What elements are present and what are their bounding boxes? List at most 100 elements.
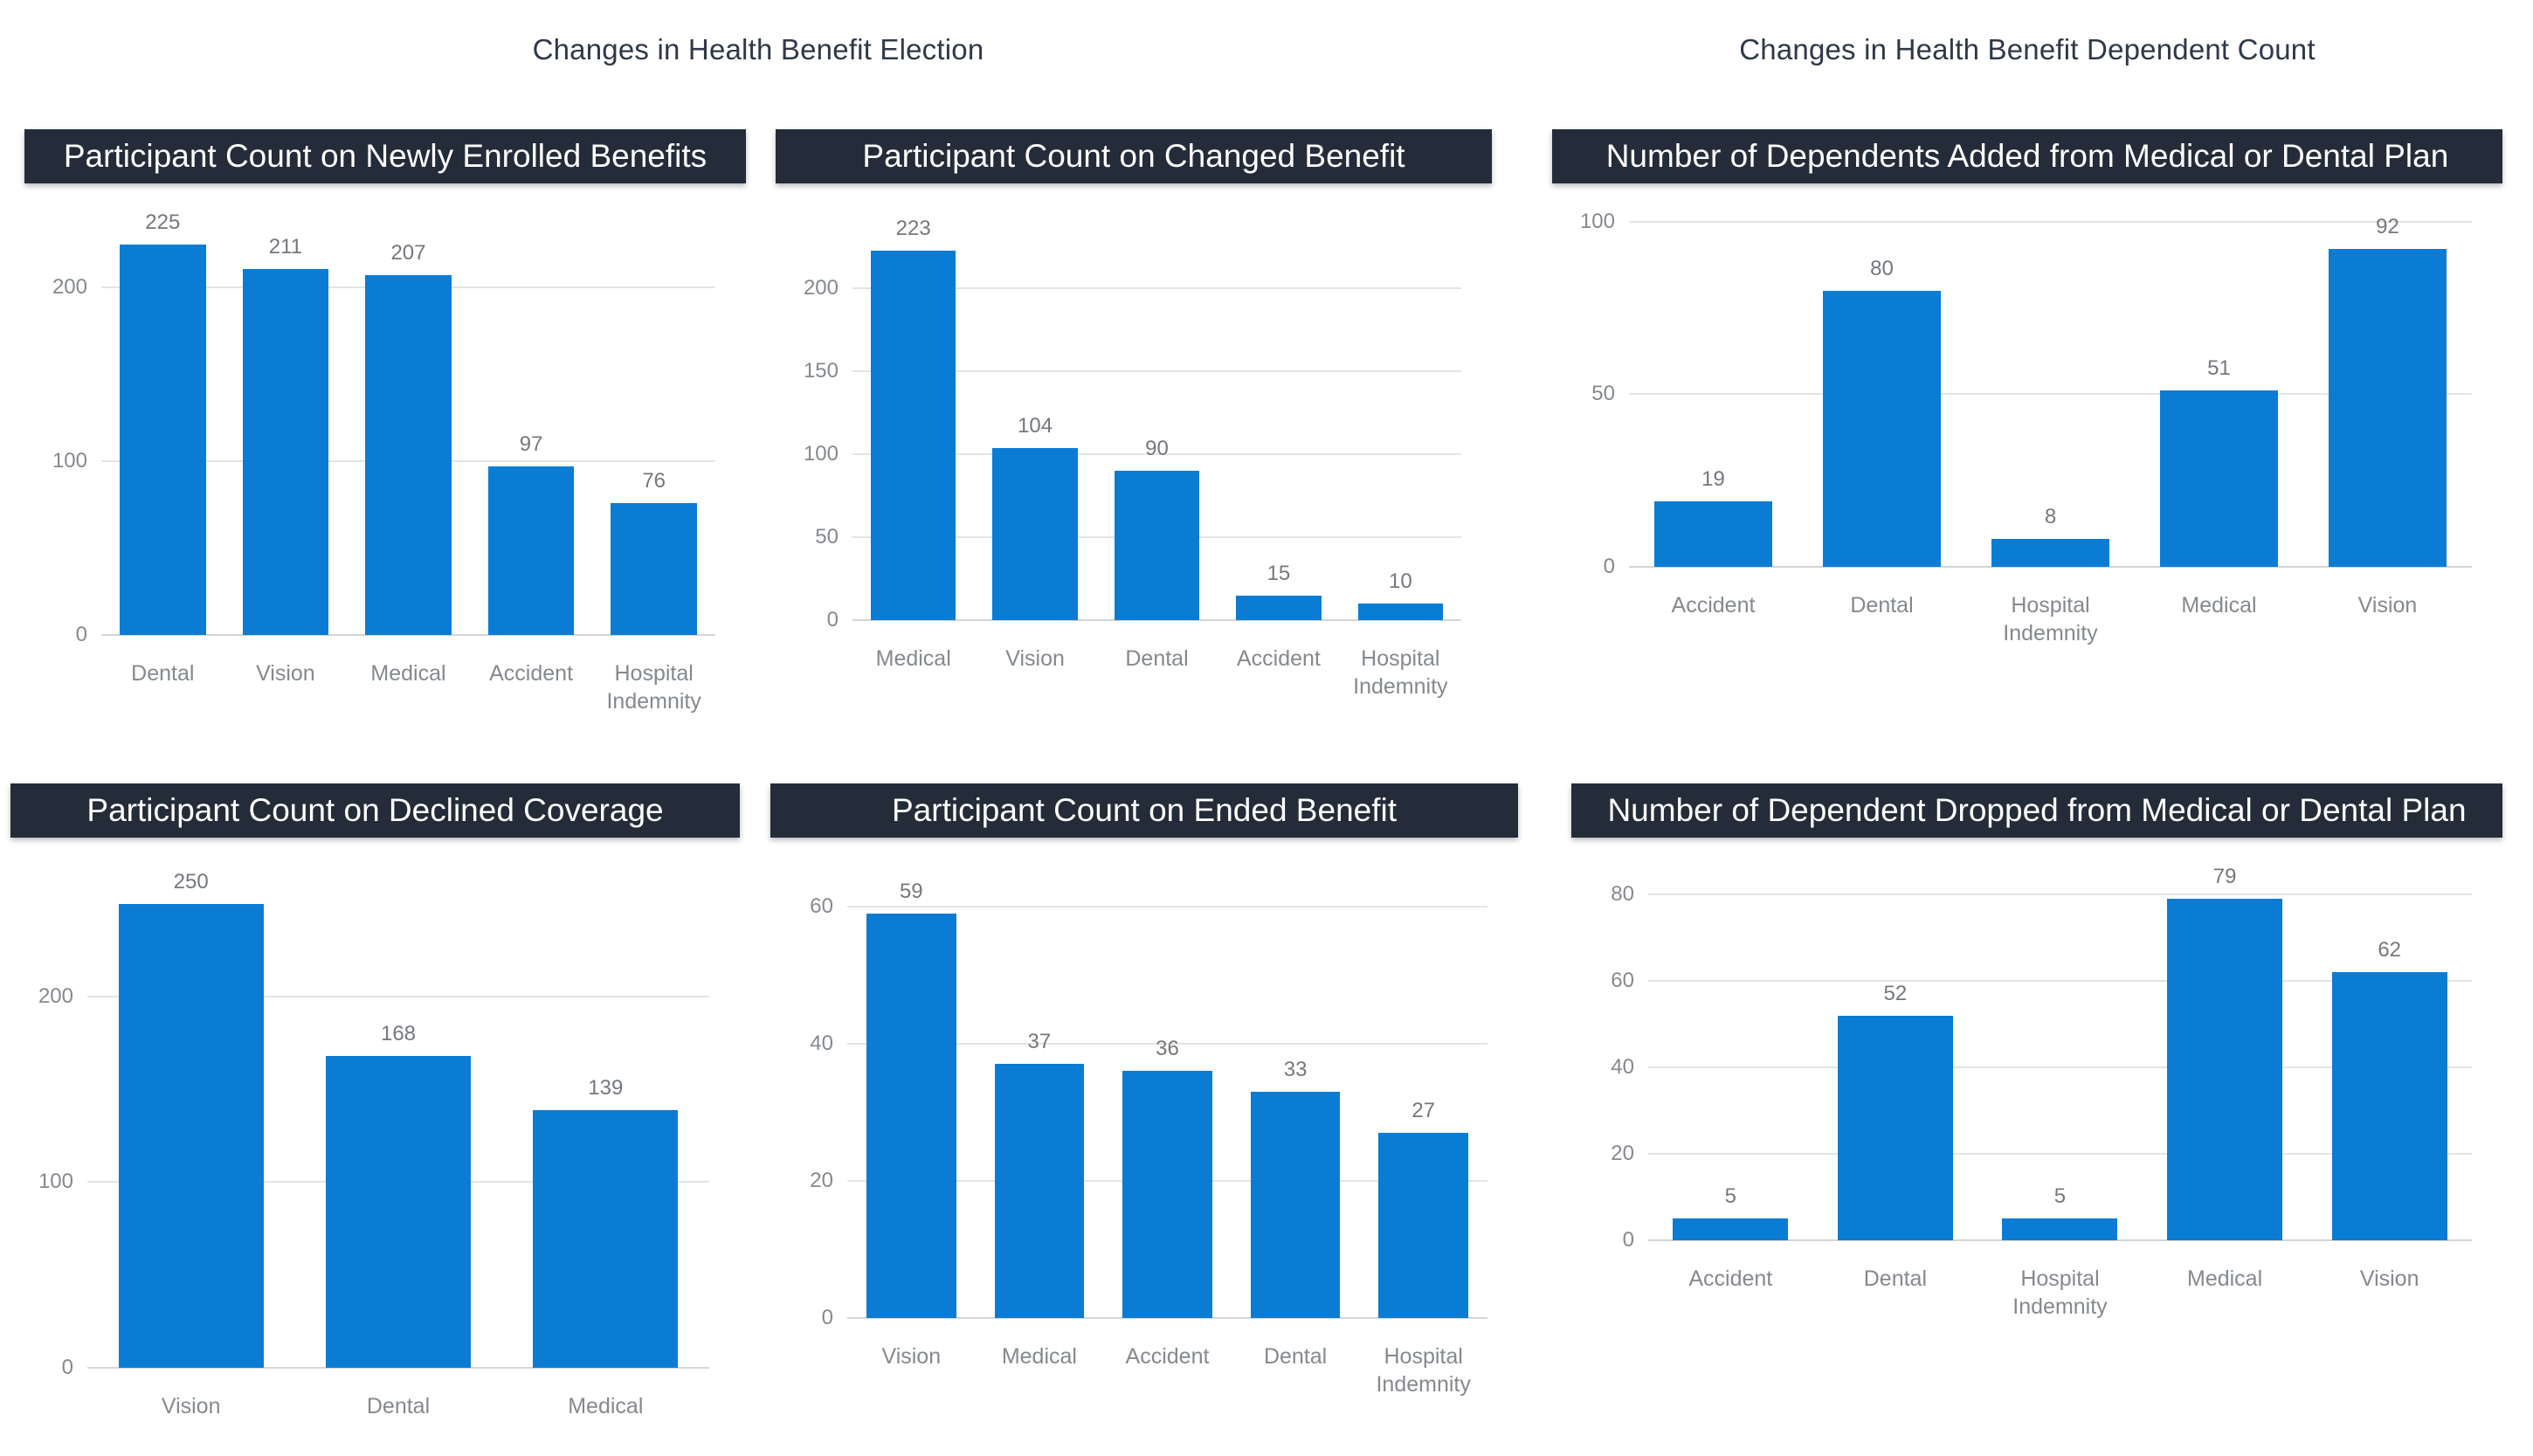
- chart-title-bar: Participant Count on Declined Coverage: [10, 783, 740, 838]
- x-axis-line: [1648, 1239, 2472, 1241]
- bar-hospital-indemnity[interactable]: [611, 502, 697, 635]
- bar-value-label: 10: [1388, 569, 1412, 594]
- gridline: [852, 287, 1461, 290]
- bar-slot: 10: [1340, 197, 1461, 620]
- bar-dental[interactable]: [325, 1055, 472, 1368]
- bar-medical[interactable]: [2167, 899, 2283, 1240]
- bar-dental[interactable]: [1822, 290, 1942, 567]
- gridline: [87, 995, 709, 997]
- x-axis-category-label: Hospital Indemnity: [606, 661, 701, 714]
- bar-slot: 27: [1359, 852, 1487, 1318]
- bar-accident[interactable]: [1236, 595, 1322, 620]
- section-titles-row: Changes in Health Benefit Election Chang…: [0, 30, 2533, 70]
- bar-vision[interactable]: [242, 268, 329, 635]
- x-axis-category-label: Dental: [366, 1394, 431, 1418]
- bar-value-label: 168: [380, 1021, 417, 1045]
- bar-slot: 37: [976, 852, 1104, 1318]
- x-axis-category-label: Accident: [1236, 646, 1321, 671]
- bar-vision[interactable]: [118, 903, 264, 1368]
- bar-slot: 211: [224, 197, 348, 635]
- x-axis-category-label: Accident: [1671, 593, 1756, 618]
- x-axis-category-label: Accident: [1688, 1266, 1773, 1291]
- bar-value-label: 225: [145, 210, 181, 234]
- bar-hospital-indemnity[interactable]: [1357, 604, 1444, 620]
- bar-accident[interactable]: [487, 466, 575, 635]
- x-axis-labels: Accident Dental Hospital Indemnity Medical V…: [1648, 1265, 2472, 1321]
- bar-slot: 104: [974, 197, 1095, 620]
- bar-value-label: 207: [390, 241, 426, 266]
- x-axis-category-label: Dental: [1850, 593, 1914, 618]
- bar-slot: 52: [1813, 852, 1978, 1240]
- y-axis-tick-label: 0: [826, 608, 839, 631]
- gridline: [1629, 393, 2472, 396]
- bar-value-label: 90: [1145, 437, 1169, 461]
- chart-panel-declined-coverage: Participant Count on Declined Coverage 2…: [10, 783, 740, 1420]
- y-axis-tick-label: 100: [52, 449, 87, 473]
- bar-vision[interactable]: [2331, 972, 2447, 1240]
- bar-slot: 51: [2135, 197, 2303, 567]
- bar-vision[interactable]: [992, 447, 1078, 620]
- bar-slot: 90: [1096, 197, 1218, 620]
- bars-container: 5 52 5 79 62: [1648, 852, 2472, 1240]
- bars-container: 223 104 90 15 10: [852, 197, 1461, 620]
- x-axis-category-label: Dental: [131, 661, 195, 686]
- bar-dental[interactable]: [1250, 1091, 1341, 1318]
- bar-slot: 225: [101, 197, 224, 635]
- chart-title-bar: Number of Dependent Dropped from Medical…: [1571, 783, 2502, 838]
- x-axis-line: [847, 1317, 1487, 1319]
- bar-slot: 76: [592, 197, 715, 635]
- bar-dental[interactable]: [1837, 1015, 1953, 1240]
- x-axis-line: [1629, 566, 2472, 568]
- bar-hospital-indemnity[interactable]: [1991, 539, 2110, 567]
- x-axis-category-label: Hospital Indemnity: [2012, 1266, 2108, 1319]
- bar-vision[interactable]: [2328, 249, 2447, 567]
- y-axis-tick-label: 0: [75, 623, 87, 646]
- bar-accident[interactable]: [1653, 500, 1773, 567]
- x-axis-category-label: Vision: [881, 1344, 942, 1369]
- bar-dental[interactable]: [1114, 471, 1200, 620]
- gridline: [1648, 1066, 2472, 1069]
- gridline: [852, 453, 1461, 456]
- bar-dental[interactable]: [120, 244, 206, 635]
- bars-container: 225 211 207 97 76: [101, 197, 715, 635]
- bar-medical[interactable]: [2159, 390, 2279, 567]
- chart-title: Participant Count on Changed Benefit: [862, 138, 1405, 174]
- chart-panel-newly-enrolled-benefits: Participant Count on Newly Enrolled Bene…: [24, 129, 746, 715]
- bar-value-label: 52: [1883, 981, 1908, 1005]
- chart-panel-dependents-added: Number of Dependents Added from Medical …: [1552, 129, 2502, 647]
- bar-accident[interactable]: [1122, 1071, 1212, 1318]
- bar-value-label: 97: [519, 432, 543, 457]
- chart-title-bar: Participant Count on Changed Benefit: [776, 129, 1492, 183]
- bar-slot: 250: [87, 852, 294, 1368]
- x-axis-category-label: Hospital Indemnity: [2003, 593, 2098, 645]
- bar-medical[interactable]: [994, 1064, 1085, 1318]
- y-axis-tick-label: 40: [1611, 1055, 1634, 1080]
- bar-slot: 92: [2303, 197, 2472, 567]
- bar-vision[interactable]: [866, 913, 956, 1318]
- bar-slot: 62: [2307, 852, 2472, 1240]
- bar-medical[interactable]: [870, 250, 956, 620]
- bar-value-label: 139: [588, 1075, 624, 1100]
- gridline: [852, 370, 1461, 373]
- y-axis-tick-label: 0: [1603, 555, 1615, 578]
- chart-title-bar: Participant Count on Ended Benefit: [770, 783, 1518, 838]
- report-canvas: { "section_titles": [ "Changes in Health…: [0, 30, 2533, 1456]
- bar-medical[interactable]: [365, 275, 452, 635]
- y-axis-tick-label: 50: [1591, 382, 1615, 406]
- bar-medical[interactable]: [533, 1109, 679, 1368]
- chart-title-bar: Participant Count on Newly Enrolled Bene…: [24, 129, 746, 183]
- bar-slot: 5: [1648, 852, 1813, 1240]
- y-axis-tick-label: 40: [810, 1031, 833, 1055]
- bar-slot: 33: [1232, 852, 1360, 1318]
- y-axis-tick-label: 0: [1622, 1228, 1634, 1252]
- bar-slot: 139: [502, 852, 709, 1368]
- bar-hospital-indemnity[interactable]: [2002, 1218, 2118, 1240]
- bar-hospital-indemnity[interactable]: [1378, 1132, 1468, 1318]
- y-axis-tick-label: 50: [815, 525, 839, 549]
- chart-panel-changed-benefit: Participant Count on Changed Benefit 223…: [776, 129, 1492, 700]
- y-axis-tick-label: 0: [821, 1306, 833, 1329]
- bar-accident[interactable]: [1673, 1218, 1789, 1240]
- gridline: [1648, 1153, 2472, 1156]
- bar-value-label: 59: [899, 879, 923, 903]
- gridline: [847, 905, 1487, 907]
